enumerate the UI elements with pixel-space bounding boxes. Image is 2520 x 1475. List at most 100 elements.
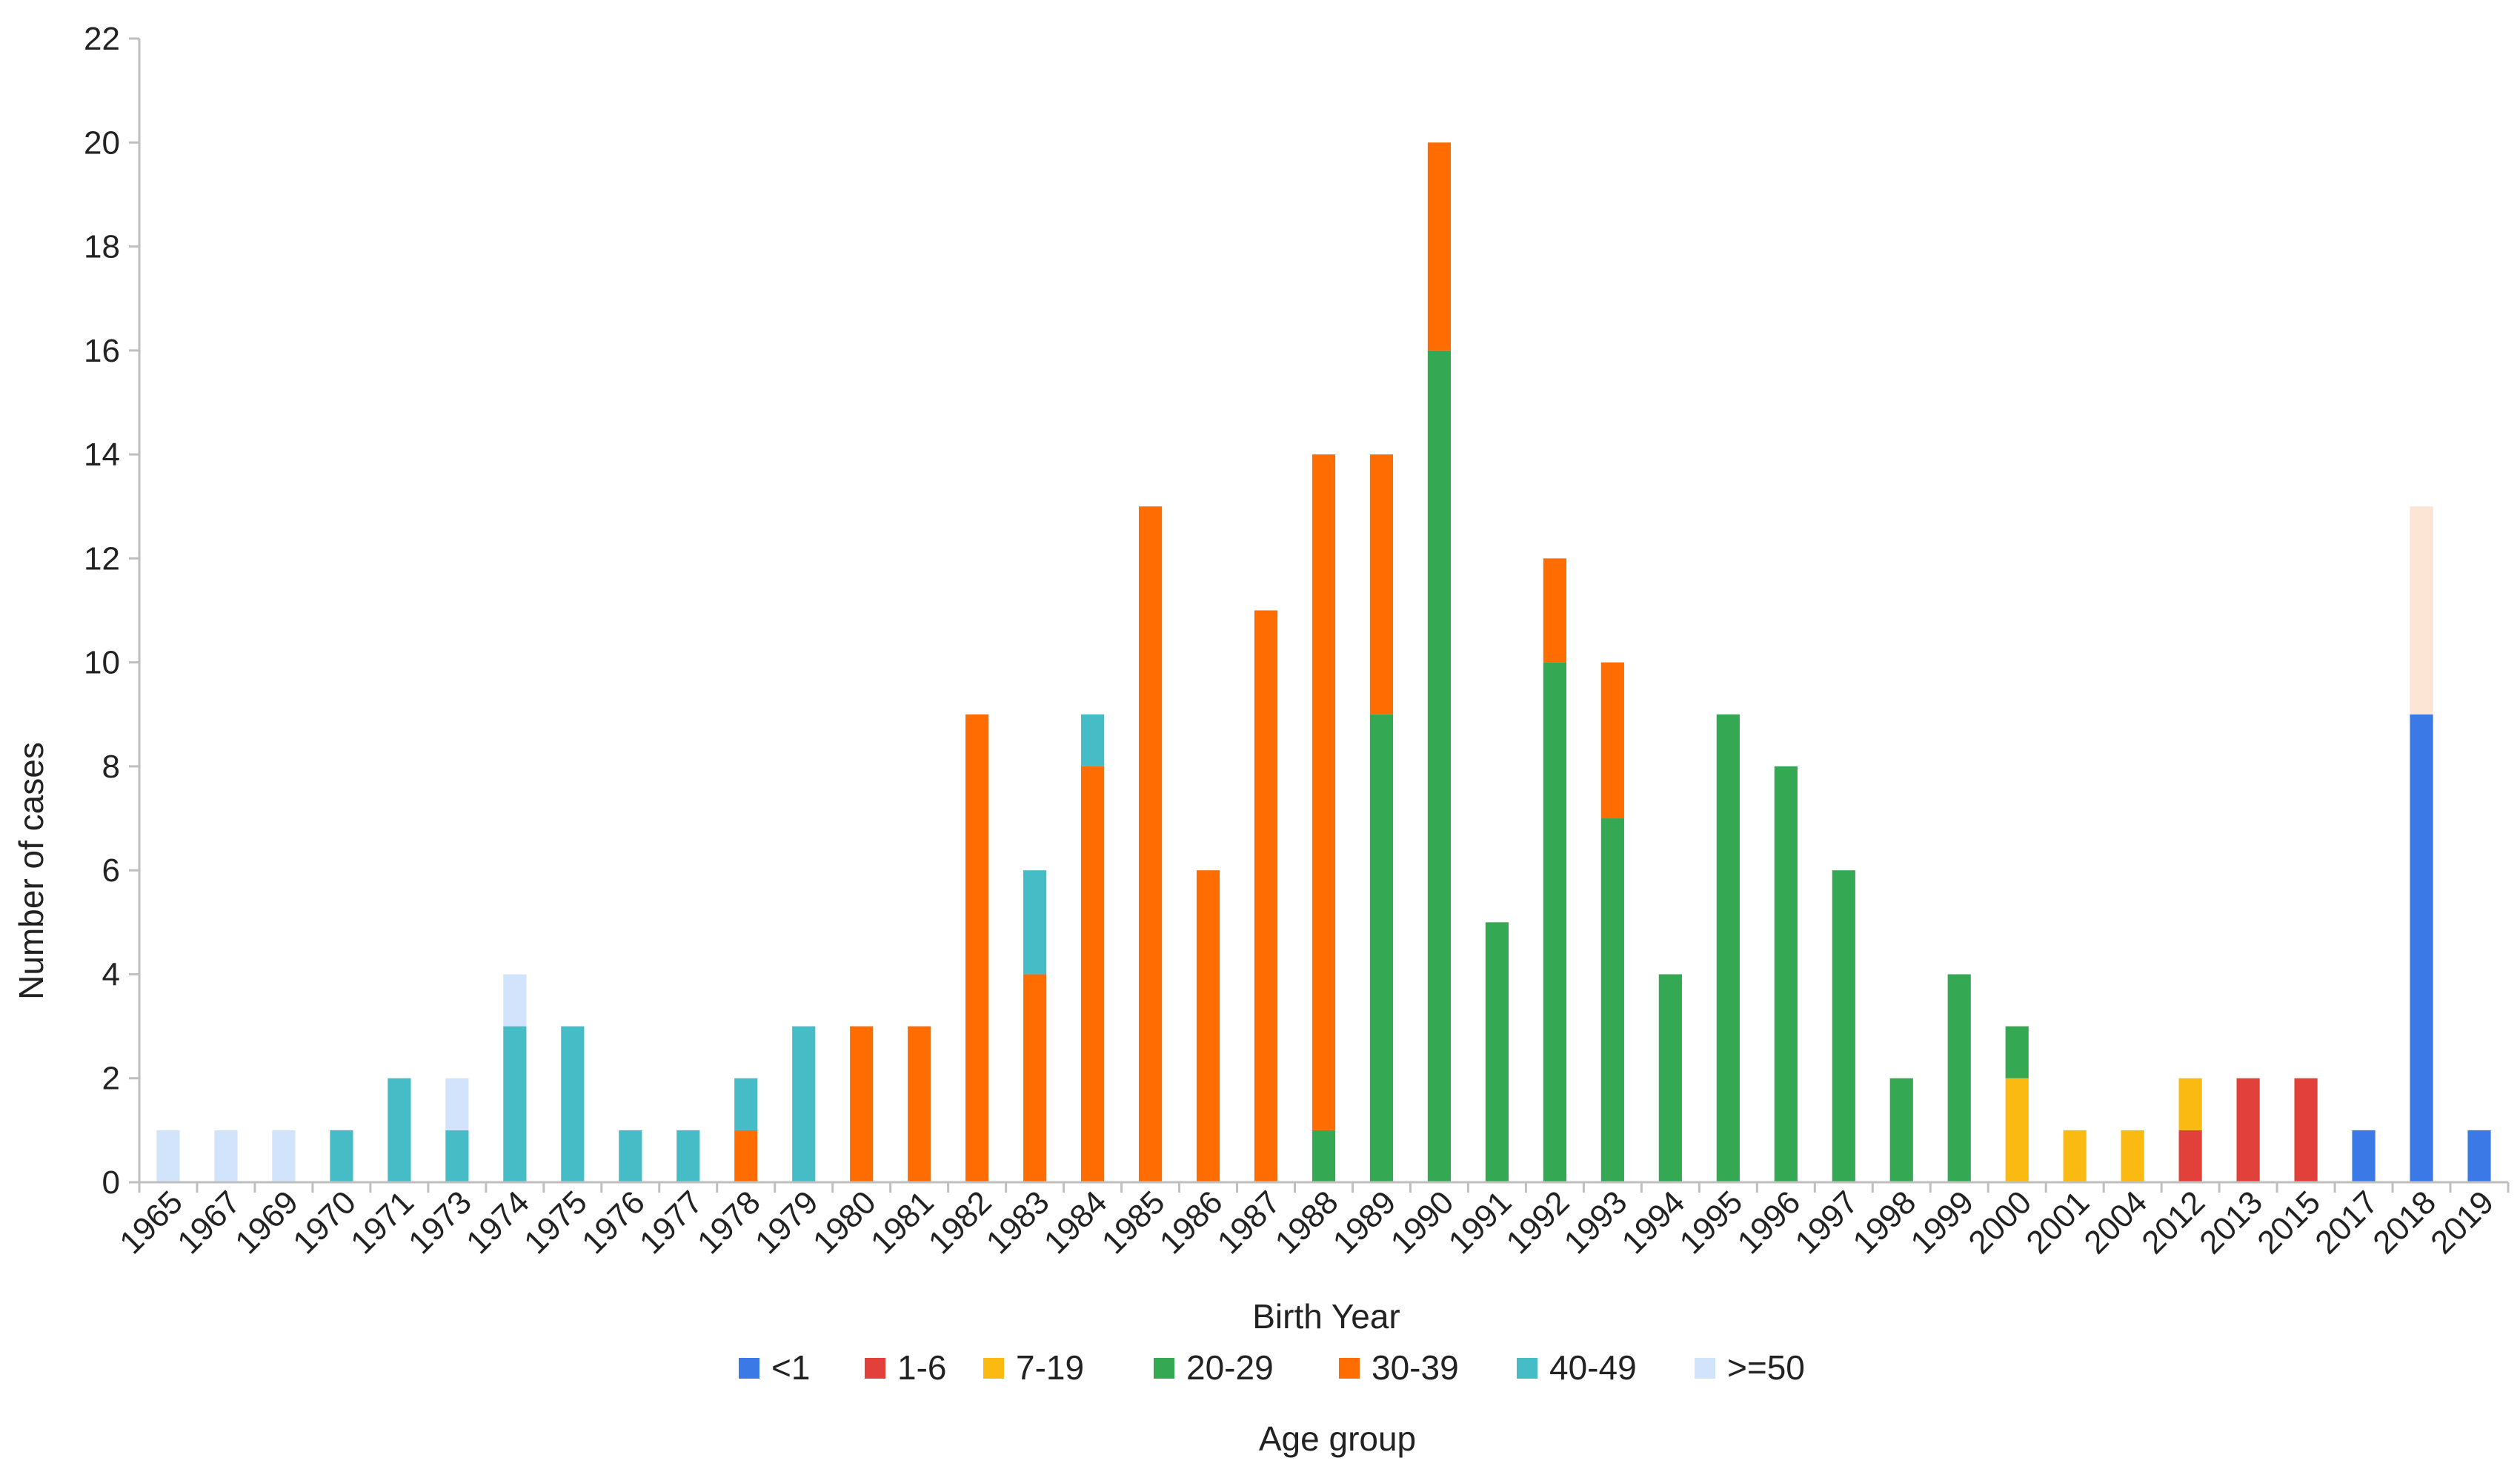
bar-segment-2017-1: [2352, 1130, 2376, 1182]
bar-segment-2000-719: [2005, 1078, 2029, 1182]
x-tick-label: 1977: [633, 1184, 710, 1261]
bar-segment-1986-3039: [1196, 870, 1220, 1182]
legend-swatch: [865, 1358, 885, 1379]
y-tick-label: 22: [84, 21, 120, 57]
bar-segment-1987-3039: [1254, 610, 1278, 1182]
x-tick-label: 1985: [1095, 1184, 1172, 1261]
bar-segment-1998-2029: [1889, 1078, 1913, 1182]
y-tick-label: 12: [84, 540, 120, 577]
bar-segment-2001-719: [2063, 1130, 2087, 1182]
bar-segment-1967-50: [214, 1130, 238, 1182]
bar-segment-1978-4049: [734, 1078, 758, 1130]
legend-swatch: [1695, 1358, 1715, 1379]
bar-segment-1984-4049: [1081, 714, 1105, 766]
bar-segment-1977-4049: [676, 1130, 700, 1182]
legend-swatch: [1154, 1358, 1174, 1379]
legend-item-label: 7-19: [1016, 1348, 1084, 1387]
bar-segment-1994-2029: [1658, 974, 1682, 1182]
x-tick-label: 1971: [344, 1184, 421, 1261]
y-tick-label: 2: [102, 1061, 120, 1097]
x-tick-label: 2004: [2077, 1184, 2154, 1261]
legend-swatch: [1517, 1358, 1537, 1379]
bar-segment-1983-4049: [1023, 870, 1047, 975]
bar-segment-2012-16: [2178, 1130, 2202, 1182]
bar-segment-2013-16: [2236, 1078, 2260, 1182]
y-tick-label: 0: [102, 1164, 120, 1201]
bar-segment-1984-3039: [1081, 766, 1105, 1182]
legend-swatch: [739, 1358, 759, 1379]
x-tick-label: 2017: [2308, 1184, 2385, 1261]
bar-segment-1988-3039: [1311, 454, 1336, 1130]
bar-segment-2018-1: [2410, 714, 2433, 1182]
x-axis: 1965196719691970197119731974197519761977…: [113, 1181, 2510, 1261]
y-axis-title: Number of cases: [12, 742, 50, 1000]
x-tick-label: 2000: [1961, 1184, 2038, 1261]
x-tick-label: 1988: [1269, 1184, 1346, 1261]
x-tick-label: 2013: [2192, 1184, 2270, 1261]
bar-segment-1975-4049: [561, 1026, 585, 1182]
x-tick-label: 1983: [980, 1184, 1057, 1261]
x-tick-label: 1987: [1211, 1184, 1288, 1261]
y-tick-label: 18: [84, 229, 120, 265]
x-tick-label: 2018: [2366, 1184, 2443, 1261]
legend-item-label: 20-29: [1186, 1348, 1274, 1387]
y-tick-label: 10: [84, 645, 120, 681]
bar-segment-1992-2029: [1543, 662, 1566, 1182]
x-tick-label: 1978: [691, 1184, 768, 1261]
x-tick-label: 1967: [170, 1184, 247, 1261]
x-tick-label: 1991: [1442, 1184, 1519, 1261]
bar-segment-1979-4049: [792, 1026, 816, 1182]
x-tick-label: 1997: [1788, 1184, 1865, 1261]
bar-segment-2004-719: [2121, 1130, 2144, 1182]
bar-segment-1989-3039: [1369, 454, 1394, 715]
bar-segment-2015-16: [2294, 1078, 2318, 1182]
bar-segment-1980-3039: [850, 1026, 874, 1182]
x-tick-label: 1996: [1731, 1184, 1808, 1261]
x-tick-label: 2001: [2019, 1184, 2096, 1261]
y-axis: 0 2 4 6 8 10 12 14 16 18 20 22: [84, 21, 141, 1201]
bar-segment-1974-50: [503, 974, 527, 1027]
y-tick-label: 6: [102, 852, 120, 889]
x-tick-label: 1980: [806, 1184, 883, 1261]
bar-segment-1993-3039: [1600, 662, 1624, 819]
bar-segment-1995-2029: [1716, 714, 1740, 1182]
bar-segment-1981-3039: [908, 1026, 931, 1182]
x-tick-label: 1989: [1326, 1184, 1403, 1261]
x-tick-label: 1986: [1153, 1184, 1230, 1261]
x-tick-label: 1998: [1846, 1184, 1923, 1261]
legend-item-label: 1-6: [897, 1348, 946, 1387]
bar-segment-1965-50: [156, 1130, 180, 1182]
bar-segment-1970-4049: [330, 1130, 353, 1182]
y-tick-label: 8: [102, 749, 120, 785]
bar-segment-1990-2029: [1427, 350, 1452, 1183]
x-tick-label: 2019: [2424, 1184, 2501, 1261]
x-tick-label: 1995: [1673, 1184, 1750, 1261]
bar-segment-1997-2029: [1832, 870, 1855, 1182]
legend-item-label: >=50: [1727, 1348, 1805, 1387]
bar-segment-1973-50: [445, 1078, 469, 1130]
y-tick-label: 16: [84, 333, 120, 369]
x-axis-title: Birth Year: [1252, 1297, 1400, 1336]
bar-segment-1989-2029: [1369, 714, 1394, 1182]
x-tick-label: 1993: [1557, 1184, 1635, 1261]
bar-segment-1982-3039: [965, 714, 989, 1182]
bar-segment-1991-2029: [1485, 922, 1509, 1182]
x-tick-label: 1990: [1384, 1184, 1461, 1261]
x-tick-label: 1981: [864, 1184, 941, 1261]
y-tick-label: 14: [84, 437, 120, 473]
x-tick-label: 1965: [113, 1184, 190, 1261]
bar-segment-1974-4049: [503, 1026, 527, 1182]
bar-segment-1978-3039: [734, 1130, 758, 1182]
legend: <1 1-6 7-19 20-29 30-39 40-49 >=50: [739, 1348, 1805, 1387]
legend-item-label: 30-39: [1372, 1348, 1459, 1387]
x-tick-label: 1973: [402, 1184, 479, 1261]
legend-item-label: 40-49: [1549, 1348, 1637, 1387]
x-tick-label: 1975: [517, 1184, 594, 1261]
bar-segment-1971-4049: [388, 1078, 411, 1182]
x-tick-label: 1979: [748, 1184, 825, 1261]
x-tick-label: 1974: [459, 1184, 536, 1261]
x-tick-label: 2012: [2135, 1184, 2212, 1261]
bar-segment-1983-3039: [1023, 974, 1047, 1182]
x-tick-label: 1982: [922, 1184, 999, 1261]
